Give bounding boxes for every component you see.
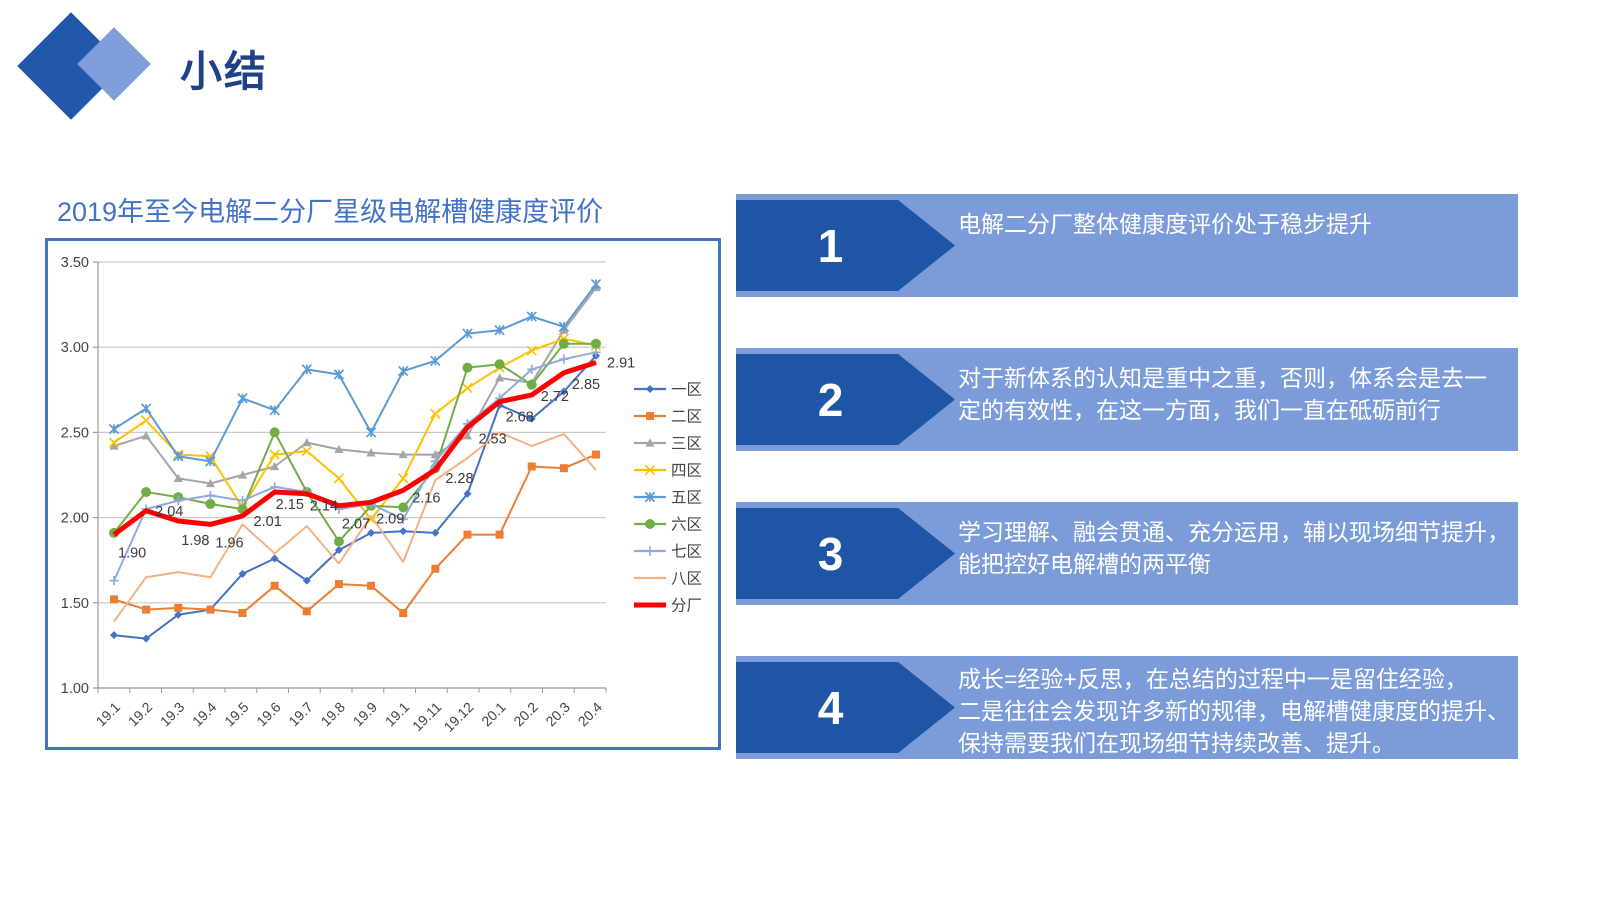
x-tick-label: 19.1: [93, 699, 124, 730]
x-tick-label: 20.3: [542, 699, 573, 730]
data-label: 2.16: [412, 490, 440, 506]
series-line-三区: [113, 286, 597, 485]
x-tick-label: 19.9: [350, 699, 381, 730]
banner-text: 电解二分厂整体健康度评价处于稳步提升: [958, 194, 1518, 297]
chart-frame: 3.50 3.00 2.50 2.00 1.50 1.00 19.1 19.2 19.3 19.4…: [45, 238, 721, 750]
data-label: 1.90: [118, 546, 146, 562]
data-label: 2.15: [276, 497, 304, 513]
legend-item-四区: 四区: [634, 463, 702, 480]
data-label: 2.91: [607, 356, 635, 372]
x-tick-label: 19.7: [285, 699, 316, 730]
x-tick-label: 20.2: [510, 699, 541, 730]
legend-label: 二区: [671, 409, 702, 426]
banner-text-line: 能把控好电解槽的两平衡: [958, 551, 1211, 577]
series-分厂: [112, 360, 597, 537]
data-label: 2.04: [155, 504, 183, 520]
legend-label: 七区: [671, 543, 702, 561]
banner-number: 4: [817, 681, 844, 734]
legend-label: 分厂: [671, 597, 702, 615]
series-八区: [113, 431, 597, 623]
banner-arrow-icon: 3: [736, 508, 955, 599]
legend-item-三区: 三区: [634, 436, 702, 453]
y-tick-label: 3.00: [61, 340, 89, 356]
series-line-五区: [113, 283, 597, 463]
data-label: 2.07: [342, 517, 370, 533]
legend-label: 一区: [671, 382, 702, 399]
y-tick-label: 2.50: [61, 425, 89, 441]
series-五区: [108, 278, 602, 467]
banner-item-1: 1 电解二分厂整体健康度评价处于稳步提升: [736, 194, 1518, 297]
data-label: 2.85: [572, 377, 600, 393]
series-line-分厂: [112, 360, 597, 537]
banner-item-4: 4 成长=经验+反思，在总结的过程中一是留住经验， 二是往往会发现许多新的规律，电解…: [736, 656, 1518, 759]
series-line-六区: [113, 342, 596, 543]
legend-item-二区: 二区: [634, 409, 702, 426]
data-label: 2.28: [445, 471, 473, 487]
data-label: 1.98: [181, 533, 209, 549]
banner-text-line: 保持需要我们在现场细节持续改善、提升。: [958, 730, 1395, 756]
legend-label: 三区: [671, 436, 702, 453]
y-tick-label: 1.50: [61, 596, 89, 612]
banner-list: 1 电解二分厂整体健康度评价处于稳步提升 2 对于新体系的认知是重中之重，否则，体系会…: [736, 194, 1518, 810]
page-title: 小结: [180, 48, 269, 95]
banner-text: 成长=经验+反思，在总结的过程中一是留住经验， 二是往往会发现许多新的规律，电解槽…: [958, 656, 1518, 759]
legend-label: 六区: [671, 516, 702, 534]
banner-number: 3: [817, 527, 844, 580]
x-tick-label: 20.1: [478, 699, 509, 730]
legend-item-五区: 五区: [634, 490, 702, 507]
banner-text-line: 对于新体系的认知是重中之重，否则，体系会是去一: [958, 365, 1487, 391]
banner-text-line: 学习理解、融会贯通、充分运用，辅以现场细节提升，: [958, 519, 1510, 545]
banner-text-line: 电解二分厂整体健康度评价处于稳步提升: [958, 211, 1372, 237]
banner-text: 学习理解、融会贯通、充分运用，辅以现场细节提升， 能把控好电解槽的两平衡: [958, 502, 1518, 605]
data-label: 2.53: [478, 431, 506, 447]
data-label: 2.68: [506, 410, 534, 426]
x-tick-label: 19.11: [409, 699, 445, 735]
legend-item-八区: 八区: [634, 571, 702, 588]
banner-arrow-icon: 2: [736, 354, 955, 445]
banner-item-3: 3 学习理解、融会贯通、充分运用，辅以现场细节提升， 能把控好电解槽的两平衡: [736, 502, 1518, 605]
data-label: 2.09: [376, 511, 404, 527]
legend-label: 五区: [671, 490, 702, 507]
banner-text-line: 定的有效性，在这一方面，我们一直在砥砺前行: [958, 397, 1441, 423]
y-tick-label: 1.00: [61, 681, 89, 697]
data-label: 2.72: [541, 389, 569, 405]
x-tick-label: 19.6: [253, 699, 284, 730]
y-tick-label: 3.50: [61, 255, 89, 271]
banner-number: 2: [817, 373, 844, 426]
legend-item-七区: 七区: [634, 543, 702, 561]
series-line-四区: [113, 337, 597, 521]
series-四区: [108, 333, 602, 525]
legend-item-一区: 一区: [634, 382, 702, 399]
x-tick-label: 19.8: [317, 699, 348, 730]
x-tick-label: 19.1: [382, 699, 413, 730]
legend-label: 四区: [671, 463, 702, 480]
legend-item-六区: 六区: [634, 516, 702, 534]
banner-arrow-icon: 1: [736, 200, 955, 291]
chart-title: 2019年至今电解二分厂星级电解槽健康度评价: [57, 197, 604, 227]
data-label: 1.96: [215, 535, 243, 551]
series-line-七区: [113, 351, 597, 582]
series-line-八区: [113, 431, 597, 623]
banner-text-line: 成长=经验+反思，在总结的过程中一是留住经验，: [958, 666, 1468, 692]
data-label: 2.14: [310, 499, 338, 515]
x-tick-label: 19.2: [125, 699, 156, 730]
banner-text-line: 二是往往会发现许多新的规律，电解槽健康度的提升、: [958, 698, 1510, 724]
x-tick-label: 19.12: [440, 699, 476, 735]
x-tick-label: 19.4: [189, 699, 220, 730]
x-tick-label: 19.5: [221, 699, 252, 730]
banner-item-2: 2 对于新体系的认知是重中之重，否则，体系会是去一 定的有效性，在这一方面，我们一直…: [736, 348, 1518, 451]
y-tick-label: 2.00: [61, 511, 89, 527]
x-tick-label: 20.4: [575, 699, 606, 730]
legend-label: 八区: [671, 571, 702, 588]
banner-text: 对于新体系的认知是重中之重，否则，体系会是去一 定的有效性，在这一方面，我们一直在…: [958, 348, 1518, 451]
banner-number: 1: [817, 219, 844, 272]
x-tick-label: 19.3: [157, 699, 188, 730]
banner-arrow-icon: 4: [736, 662, 955, 753]
series-line-二区: [113, 453, 597, 614]
legend-item-分厂: 分厂: [634, 597, 702, 615]
series-二区: [110, 450, 600, 618]
data-label: 2.01: [254, 514, 282, 530]
